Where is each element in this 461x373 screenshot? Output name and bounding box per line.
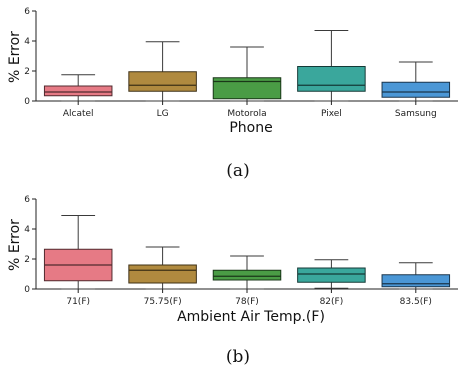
box-lg [128, 71, 197, 92]
y-tick-label: 6 [24, 7, 30, 17]
x-tick-label: 75.75(F) [144, 297, 182, 307]
x-tick-label: Motorola [227, 109, 266, 119]
box-pixel [297, 66, 366, 92]
panel-a-ylabel: % Error [7, 31, 23, 83]
boxplot-temperature: 0 2 4 6 71(F) 75.75(F) 78(F) 82(F) 83.5(F) [24, 195, 458, 307]
box-83-5-f- [381, 274, 451, 288]
box-75-75-f- [128, 264, 197, 284]
y-tick-label: 0 [24, 285, 30, 295]
box-motorola [212, 77, 282, 100]
panel-b-ylabel: % Error [7, 219, 23, 271]
y-tick-label: 4 [24, 37, 30, 47]
box-82-f- [297, 267, 366, 283]
panel-a: 0 2 4 6 Alcatel LG Motorola Pixel Samsung % Erro… [7, 7, 458, 181]
panel-a-caption: (a) [226, 161, 249, 181]
panel-b-caption: (b) [226, 347, 250, 367]
x-tick-label: Pixel [321, 109, 342, 119]
x-tick-label: 71(F) [66, 297, 90, 307]
x-tick-label: 83.5(F) [400, 297, 432, 307]
box-78-f- [212, 269, 282, 281]
x-tick-label: Alcatel [63, 109, 94, 119]
panel-a-xlabel: Phone [229, 120, 272, 136]
x-tick-label: Samsung [395, 109, 437, 119]
y-tick-label: 2 [24, 255, 30, 265]
x-tick-label: LG [157, 109, 169, 119]
y-tick-label: 6 [24, 195, 30, 205]
y-tick-label: 4 [24, 225, 30, 235]
x-tick-label: 78(F) [235, 297, 259, 307]
y-tick-label: 2 [24, 67, 30, 77]
y-tick-label: 0 [24, 97, 30, 107]
panel-b-xlabel: Ambient Air Temp.(F) [177, 309, 325, 325]
boxplot-phone: 0 2 4 6 Alcatel LG Motorola Pixel Samsung [24, 7, 458, 119]
box-alcatel [43, 85, 113, 97]
panel-b: 0 2 4 6 71(F) 75.75(F) 78(F) 82(F) 83.5(F) % Err… [7, 195, 458, 367]
box-samsung [381, 81, 451, 98]
x-tick-label: 82(F) [320, 297, 344, 307]
